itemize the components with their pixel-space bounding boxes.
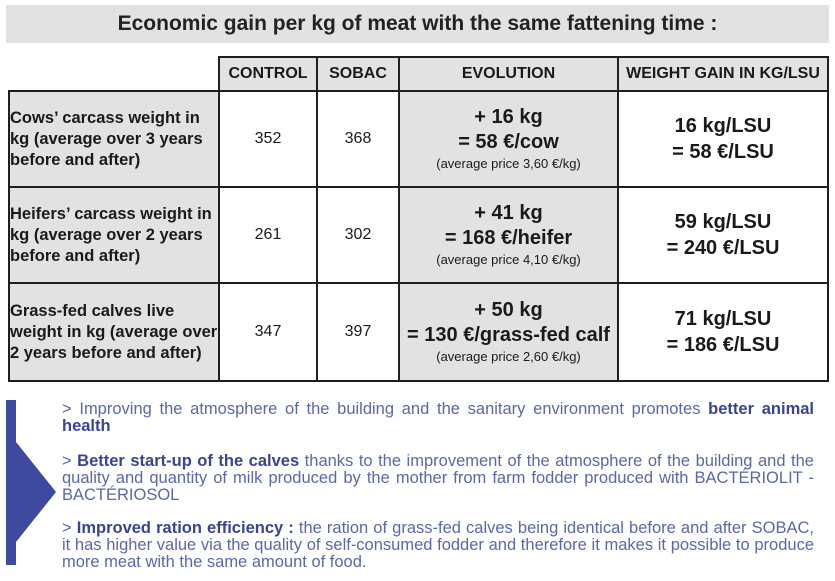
table-header-row: CONTROL SOBAC EVOLUTION WEIGHT GAIN IN K…: [9, 56, 829, 92]
evolution-kg: + 16 kg: [474, 106, 543, 128]
page-title: Economic gain per kg of meat with the sa…: [6, 5, 829, 43]
table-row-cows: Cows’ carcass weight in kg (average over…: [8, 90, 829, 188]
header-weight-gain: WEIGHT GAIN IN KG/LSU: [617, 56, 829, 92]
evolution-price-note: (average price 2,60 €/kg): [436, 349, 581, 364]
evolution-euro: = 168 €/heifer: [444, 227, 573, 249]
evolution-cell: + 41 kg = 168 €/heifer (average price 4,…: [398, 186, 619, 284]
evolution-cell: + 50 kg = 130 €/grass-fed calf (average …: [398, 282, 619, 382]
weight-gain-cell: 71 kg/LSU = 186 €/LSU: [617, 282, 829, 382]
bullet-text: >: [62, 452, 78, 470]
evolution-cell: + 16 kg = 58 €/cow (average price 3,60 €…: [398, 90, 619, 188]
table-row-heifers: Heifers’ carcass weight in kg (average o…: [8, 186, 829, 284]
evolution-euro: = 58 €/cow: [458, 131, 559, 153]
header-sobac: SOBAC: [316, 56, 400, 92]
evolution-price-note: (average price 4,10 €/kg): [436, 252, 581, 267]
gain-euro-lsu: = 58 €/LSU: [672, 141, 774, 163]
gain-kg-lsu: 16 kg/LSU: [674, 115, 772, 137]
sobac-value: 397: [316, 282, 400, 382]
bullet-text: thanks to the improvement of the atmosph…: [62, 452, 814, 504]
bullet-text: > Improving the atmosphere of the buildi…: [62, 400, 709, 418]
bullet-calves-start-up: > Better start-up of the calves thanks t…: [62, 453, 814, 504]
bullet-animal-health: > Improving the atmosphere of the buildi…: [62, 401, 814, 435]
sobac-value: 302: [316, 186, 400, 284]
weight-gain-cell: 16 kg/LSU = 58 €/LSU: [617, 90, 829, 188]
gain-euro-lsu: = 186 €/LSU: [666, 334, 780, 356]
row-label: Heifers’ carcass weight in kg (average o…: [8, 186, 220, 284]
weight-gain-cell: 59 kg/LSU = 240 €/LSU: [617, 186, 829, 284]
bullet-text: the ration of grass-fed calves being ide…: [62, 519, 815, 571]
evolution-price-note: (average price 3,60 €/kg): [436, 156, 581, 171]
evolution-euro: = 130 €/grass-fed calf: [407, 324, 610, 346]
economic-gain-table: CONTROL SOBAC EVOLUTION WEIGHT GAIN IN K…: [8, 56, 829, 382]
arrow-marker-icon: [16, 442, 56, 542]
benefits-section: > Improving the atmosphere of the buildi…: [0, 397, 835, 581]
row-label: Grass-fed calves live weight in kg (aver…: [8, 282, 220, 382]
row-label: Cows’ carcass weight in kg (average over…: [8, 90, 220, 188]
gain-euro-lsu: = 240 €/LSU: [666, 237, 780, 259]
control-value: 347: [218, 282, 318, 382]
bullet-text: >: [62, 519, 77, 537]
blank-header-cell: [9, 57, 219, 91]
evolution-kg: + 41 kg: [474, 202, 543, 224]
header-evolution: EVOLUTION: [398, 56, 619, 92]
bullet-highlight: Better start-up of the calves: [77, 452, 300, 470]
evolution-kg: + 50 kg: [474, 299, 543, 321]
bullet-highlight: better animal health: [62, 400, 815, 435]
gain-kg-lsu: 71 kg/LSU: [674, 308, 772, 330]
control-value: 261: [218, 186, 318, 284]
gain-kg-lsu: 59 kg/LSU: [674, 211, 772, 233]
accent-bar: [6, 400, 16, 565]
control-value: 352: [218, 90, 318, 188]
bullet-highlight: Improved ration efficiency :: [76, 519, 294, 537]
sobac-value: 368: [316, 90, 400, 188]
bullet-ration-efficiency: > Improved ration efficiency : the ratio…: [62, 520, 814, 571]
table-row-grass-fed-calves: Grass-fed calves live weight in kg (aver…: [8, 282, 829, 382]
header-control: CONTROL: [218, 56, 318, 92]
